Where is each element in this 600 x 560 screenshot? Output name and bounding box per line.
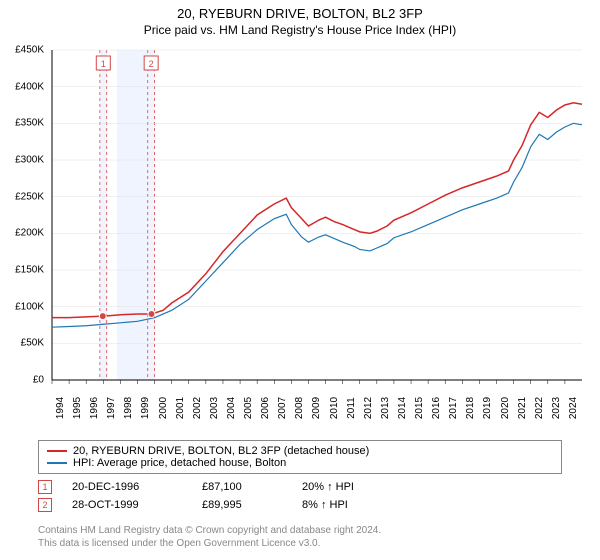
x-tick-label: 2011 bbox=[346, 397, 357, 419]
x-tick-label: 1997 bbox=[106, 397, 117, 419]
x-tick-label: 2022 bbox=[534, 397, 545, 419]
legend-row: HPI: Average price, detached house, Bolt… bbox=[47, 457, 553, 469]
sale-hpi: 20% ↑ HPI bbox=[302, 481, 392, 493]
chart-container: 20, RYEBURN DRIVE, BOLTON, BL2 3FP Price… bbox=[0, 0, 600, 560]
x-tick-label: 2024 bbox=[568, 397, 579, 419]
y-tick-label: £50K bbox=[21, 338, 44, 349]
legend: 20, RYEBURN DRIVE, BOLTON, BL2 3FP (deta… bbox=[38, 440, 562, 474]
sale-row: 2 28-OCT-1999 £89,995 8% ↑ HPI bbox=[38, 496, 562, 514]
y-axis-labels: £0£50K£100K£150K£200K£250K£300K£350K£400… bbox=[0, 50, 48, 380]
attribution-line-2: This data is licensed under the Open Gov… bbox=[38, 537, 562, 550]
legend-label: 20, RYEBURN DRIVE, BOLTON, BL2 3FP (deta… bbox=[73, 445, 369, 457]
x-tick-label: 2023 bbox=[551, 397, 562, 419]
x-tick-label: 2020 bbox=[500, 397, 511, 419]
sale-price: £89,995 bbox=[202, 499, 282, 511]
sale-date: 20-DEC-1996 bbox=[72, 481, 182, 493]
legend-row: 20, RYEBURN DRIVE, BOLTON, BL2 3FP (deta… bbox=[47, 445, 553, 457]
x-tick-label: 2001 bbox=[175, 397, 186, 419]
y-tick-label: £200K bbox=[15, 228, 44, 239]
x-tick-label: 2010 bbox=[329, 397, 340, 419]
sale-date: 28-OCT-1999 bbox=[72, 499, 182, 511]
x-tick-label: 2000 bbox=[158, 397, 169, 419]
y-tick-label: £350K bbox=[15, 118, 44, 129]
y-tick-label: £250K bbox=[15, 191, 44, 202]
x-tick-label: 2005 bbox=[243, 397, 254, 419]
x-tick-label: 1998 bbox=[123, 397, 134, 419]
sale-hpi: 8% ↑ HPI bbox=[302, 499, 392, 511]
x-tick-label: 2019 bbox=[482, 397, 493, 419]
y-tick-label: £150K bbox=[15, 265, 44, 276]
x-tick-label: 2008 bbox=[294, 397, 305, 419]
x-tick-label: 1995 bbox=[72, 397, 83, 419]
legend-swatch bbox=[47, 450, 67, 452]
svg-text:1: 1 bbox=[101, 59, 106, 69]
y-tick-label: £400K bbox=[15, 81, 44, 92]
x-tick-label: 2007 bbox=[277, 397, 288, 419]
x-tick-label: 2009 bbox=[311, 397, 322, 419]
x-tick-label: 2004 bbox=[226, 397, 237, 419]
attribution-line-1: Contains HM Land Registry data © Crown c… bbox=[38, 524, 562, 537]
x-tick-label: 1994 bbox=[55, 397, 66, 419]
x-tick-label: 2013 bbox=[380, 397, 391, 419]
sale-row: 1 20-DEC-1996 £87,100 20% ↑ HPI bbox=[38, 478, 562, 496]
sales-table: 1 20-DEC-1996 £87,100 20% ↑ HPI 2 28-OCT-1999… bbox=[38, 478, 562, 514]
x-tick-label: 2006 bbox=[260, 397, 271, 419]
legend-swatch bbox=[47, 462, 67, 464]
x-tick-label: 2017 bbox=[448, 397, 459, 419]
sale-price: £87,100 bbox=[202, 481, 282, 493]
y-tick-label: £100K bbox=[15, 301, 44, 312]
legend-label: HPI: Average price, detached house, Bolt… bbox=[73, 457, 286, 469]
x-tick-label: 2002 bbox=[192, 397, 203, 419]
x-tick-label: 2012 bbox=[363, 397, 374, 419]
x-tick-label: 2016 bbox=[431, 397, 442, 419]
x-tick-label: 1996 bbox=[89, 397, 100, 419]
attribution: Contains HM Land Registry data © Crown c… bbox=[38, 524, 562, 550]
page-title: 20, RYEBURN DRIVE, BOLTON, BL2 3FP bbox=[0, 0, 600, 21]
page-subtitle: Price paid vs. HM Land Registry's House … bbox=[0, 21, 600, 41]
sale-marker: 1 bbox=[38, 480, 52, 494]
line-chart-svg: 12 bbox=[52, 50, 582, 400]
x-tick-label: 2015 bbox=[414, 397, 425, 419]
x-tick-label: 1999 bbox=[140, 397, 151, 419]
x-tick-label: 2021 bbox=[517, 397, 528, 419]
x-tick-label: 2018 bbox=[465, 397, 476, 419]
y-tick-label: £300K bbox=[15, 155, 44, 166]
chart-area: 12 bbox=[52, 50, 582, 400]
sale-marker: 2 bbox=[38, 498, 52, 512]
y-tick-label: £0 bbox=[33, 375, 44, 386]
svg-text:2: 2 bbox=[149, 59, 154, 69]
x-tick-label: 2003 bbox=[209, 397, 220, 419]
x-tick-label: 2014 bbox=[397, 397, 408, 419]
y-tick-label: £450K bbox=[15, 45, 44, 56]
legend-box: 20, RYEBURN DRIVE, BOLTON, BL2 3FP (deta… bbox=[38, 440, 562, 474]
